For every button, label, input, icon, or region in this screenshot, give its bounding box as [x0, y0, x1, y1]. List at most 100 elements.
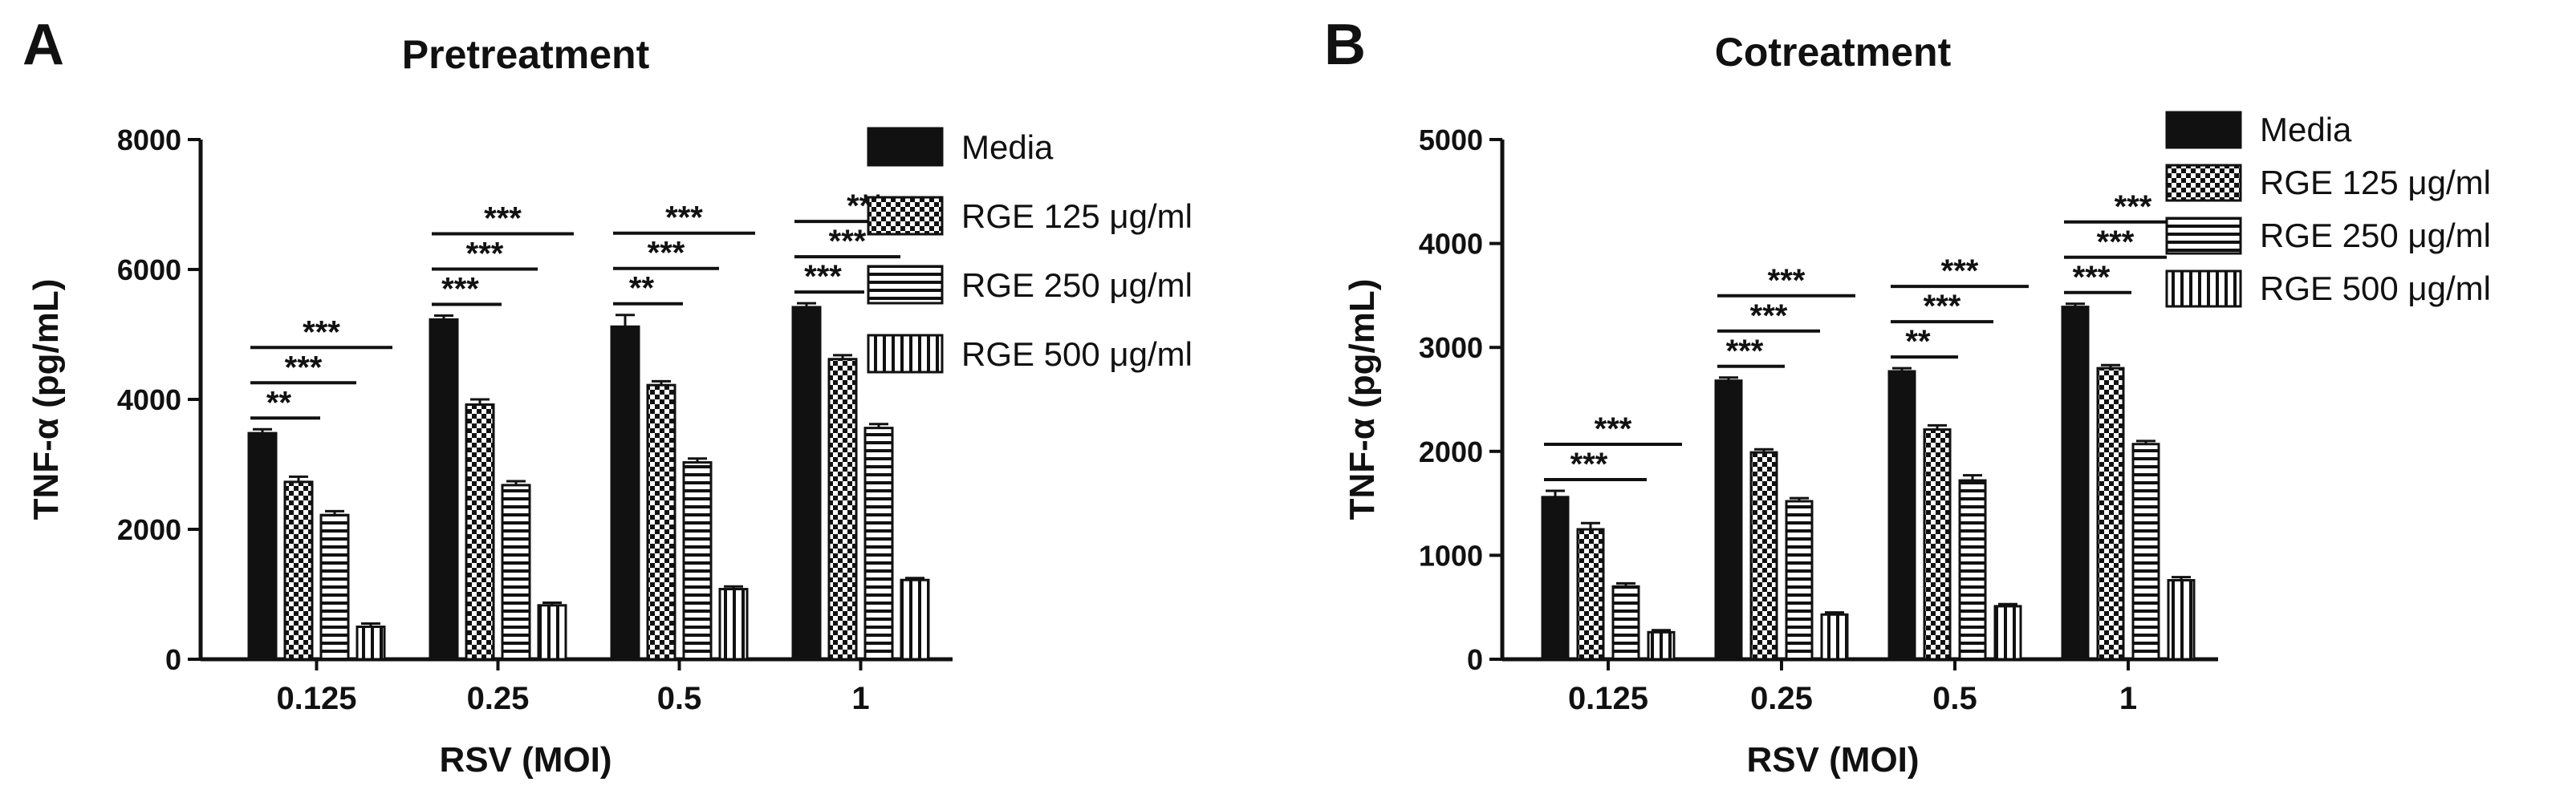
bar — [1820, 613, 1849, 661]
significance-label: *** — [1570, 447, 1608, 482]
significance-label: ** — [629, 271, 655, 306]
x-tick-label: 0.25 — [1750, 681, 1813, 716]
bar — [646, 383, 677, 661]
legend-swatch — [2165, 269, 2242, 308]
significance-label: *** — [1768, 263, 1806, 298]
chart-panel-a: A Pretreatment020004000600080000.125*****… — [22, 13, 1193, 780]
y-axis-label: TNF-α (pg/mL) — [26, 279, 66, 520]
y-tick-label: 8000 — [117, 124, 181, 156]
bar — [2167, 579, 2196, 661]
significance-label: *** — [665, 200, 703, 236]
bar — [2096, 367, 2125, 661]
bar — [501, 484, 531, 661]
bar — [1611, 585, 1640, 661]
legend-swatch — [867, 265, 944, 305]
y-tick-label: 4000 — [117, 383, 181, 416]
legend-label: RGE 250 μg/ml — [2260, 217, 2491, 254]
legend-swatch — [2165, 111, 2242, 149]
legend-label: RGE 500 μg/ml — [2260, 269, 2491, 307]
legend-label: RGE 125 μg/ml — [2260, 164, 2491, 201]
bar — [682, 461, 713, 661]
x-axis-label: RSV (MOI) — [439, 740, 611, 780]
bar — [1993, 605, 2022, 661]
legend-swatch — [867, 334, 944, 374]
legend-label: RGE 500 μg/ml — [961, 335, 1193, 373]
significance-label: ** — [1905, 324, 1931, 359]
bar — [1647, 630, 1676, 661]
legend: Media RGE 125 μg/ml RGE 250 μg/ml RGE 500 μ… — [867, 127, 1193, 374]
bar — [863, 427, 894, 661]
bar — [1958, 479, 1987, 661]
significance-label: *** — [1595, 411, 1632, 447]
y-tick-label: 0 — [165, 643, 181, 676]
chart-panel-b: B Cotreatment 0 1000 2000 3000 4000 5000 0.125 **… — [1324, 13, 2491, 780]
bar — [319, 513, 350, 661]
legend-swatch — [2165, 217, 2242, 255]
bar — [356, 626, 386, 661]
y-tick-label: 4000 — [1419, 228, 1483, 261]
bar — [791, 306, 822, 661]
significance-label: *** — [1924, 289, 1961, 324]
y-tick-label: 6000 — [117, 253, 181, 286]
chart-title: Pretreatment — [402, 32, 650, 77]
x-axis-label: RSV (MOI) — [1746, 740, 1919, 780]
y-tick-label: 1000 — [1419, 539, 1483, 572]
significance-label: *** — [1726, 334, 1764, 369]
bar — [429, 318, 459, 661]
bar — [2061, 306, 2090, 661]
bar — [1576, 528, 1605, 661]
significance-label: *** — [1750, 298, 1788, 334]
significance-label: *** — [441, 272, 479, 307]
significance-label: *** — [1941, 253, 1979, 289]
significance-label: *** — [285, 350, 323, 385]
legend-label: RGE 125 μg/ml — [961, 197, 1193, 235]
x-tick-label: 1 — [851, 681, 869, 716]
y-tick-label: 2000 — [117, 513, 181, 546]
legend-swatch — [867, 127, 944, 167]
bar — [1541, 496, 1570, 661]
significance-label: *** — [2115, 189, 2152, 225]
bar — [1887, 370, 1916, 661]
legend-label: RGE 250 μg/ml — [961, 266, 1193, 304]
significance-label: ** — [266, 385, 292, 420]
significance-label: *** — [2097, 225, 2135, 260]
significance-label: *** — [648, 236, 685, 271]
bar — [247, 431, 278, 661]
x-tick-label: 0.125 — [276, 681, 356, 716]
x-tick-label: 0.5 — [657, 681, 702, 716]
legend-swatch — [2165, 164, 2242, 202]
bar — [1785, 500, 1814, 661]
x-tick-label: 0.25 — [467, 681, 530, 716]
bar — [900, 578, 930, 661]
significance-label: *** — [484, 201, 522, 237]
significance-label: *** — [2073, 260, 2111, 295]
x-tick-label: 0.5 — [1932, 681, 1977, 716]
y-tick-label: 0 — [1467, 643, 1483, 676]
significance-label: *** — [466, 237, 504, 272]
bar — [718, 588, 749, 661]
bar — [537, 604, 567, 661]
legend-swatch — [867, 196, 944, 236]
legend-label: Media — [961, 128, 1054, 166]
bar — [465, 403, 495, 661]
y-tick-label: 2000 — [1419, 435, 1483, 468]
legend: Media RGE 125 μg/ml RGE 250 μg/ml RGE 500 μ… — [2165, 111, 2491, 308]
x-tick-label: 0.125 — [1568, 681, 1648, 716]
bar — [610, 325, 640, 661]
chart-title: Cotreatment — [1715, 30, 1952, 75]
bar — [827, 358, 858, 661]
bar — [283, 480, 314, 661]
significance-label: *** — [829, 224, 867, 259]
significance-label: *** — [303, 314, 340, 350]
bar — [1749, 451, 1778, 661]
y-axis-label: TNF-α (pg/mL) — [1343, 279, 1382, 520]
bar — [1923, 428, 1952, 661]
y-tick-label: 5000 — [1419, 124, 1483, 156]
panel-letter: A — [22, 13, 64, 77]
significance-label: *** — [804, 259, 842, 294]
bar — [2131, 443, 2160, 661]
panel-letter: B — [1324, 13, 1366, 77]
y-tick-label: 3000 — [1419, 331, 1483, 364]
